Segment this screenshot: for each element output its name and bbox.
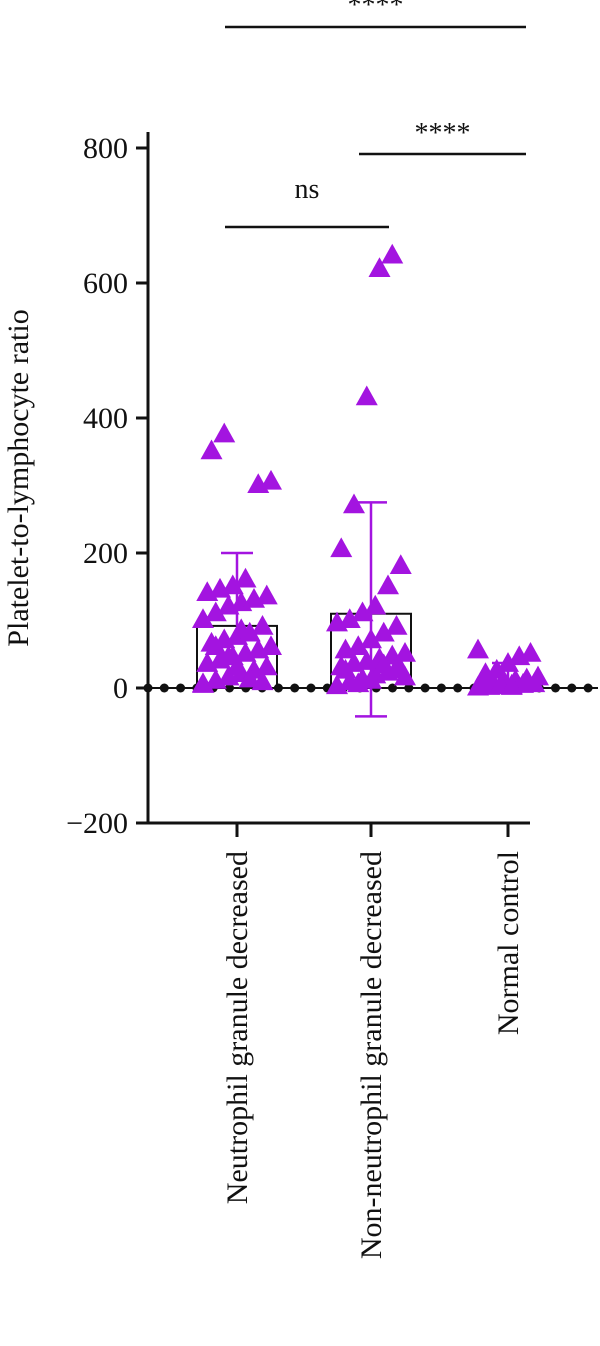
data-point — [255, 584, 278, 605]
data-point — [226, 655, 248, 676]
data-point — [334, 658, 357, 679]
zero-line-dot — [306, 683, 316, 693]
data-point — [260, 635, 282, 656]
data-point — [217, 645, 240, 666]
data-point — [338, 608, 361, 629]
data-point — [364, 594, 387, 615]
significance-label: **** — [348, 0, 404, 21]
data-point — [372, 621, 395, 642]
y-tick-label: 400 — [83, 402, 128, 435]
y-ticks-layer: −200 0 200 400 600 800 — [66, 132, 148, 840]
zero-line-dot — [567, 683, 577, 693]
y-axis-label: Platelet-to-lymphocyte ratio — [2, 309, 35, 646]
zero-line-dot — [290, 683, 300, 693]
data-point — [372, 653, 395, 674]
significance-label: **** — [415, 118, 471, 149]
data-point — [204, 635, 227, 656]
data-point — [230, 618, 253, 639]
data-point — [389, 554, 412, 575]
data-point — [234, 567, 257, 588]
data-point — [255, 655, 278, 676]
data-point — [355, 385, 378, 406]
zero-line-dot — [453, 683, 463, 693]
data-point — [500, 675, 523, 695]
significance-label: ns — [295, 174, 320, 205]
zero-line-dot — [436, 683, 446, 693]
data-point — [385, 614, 408, 635]
data-point — [251, 670, 274, 691]
data-point — [238, 667, 261, 688]
x-category-label: Neutrophil granule decreased — [221, 851, 254, 1204]
zero-line-dot — [176, 683, 186, 693]
data-point — [347, 635, 370, 656]
data-point — [527, 665, 549, 686]
data-point — [251, 614, 274, 635]
data-point — [192, 673, 214, 693]
data-point — [385, 656, 408, 677]
y-tick-label: 200 — [83, 537, 128, 570]
y-tick-label: 0 — [113, 672, 128, 705]
data-point — [394, 641, 416, 662]
data-point — [204, 601, 227, 622]
data-point — [351, 601, 374, 622]
data-point — [200, 439, 223, 460]
data-point — [467, 638, 489, 659]
data-point — [213, 422, 236, 443]
zero-line-dot — [551, 683, 560, 693]
data-point — [519, 641, 542, 662]
error-bars-layer — [221, 501, 524, 718]
data-point — [260, 469, 282, 490]
data-point — [381, 243, 404, 264]
x-category-label: Non-neutrophil granule decreased — [355, 851, 388, 1259]
y-tick-label: −200 — [66, 807, 128, 840]
data-point — [343, 493, 365, 514]
y-tick-label: 800 — [83, 132, 128, 165]
zero-line-dot — [583, 683, 593, 693]
zero-line-dot — [420, 683, 430, 693]
x-ticks-layer: Neutrophil granule decreased Non-neutroph… — [148, 821, 530, 1259]
data-point — [377, 574, 399, 595]
data-point — [330, 537, 353, 558]
data-point — [192, 608, 214, 629]
y-tick-label: 600 — [83, 267, 128, 300]
significance-layer: ns **** **** — [225, 0, 526, 229]
data-point — [368, 257, 391, 278]
x-category-label: Normal control — [492, 851, 525, 1035]
data-point — [485, 658, 508, 679]
zero-line-dot — [159, 683, 169, 693]
